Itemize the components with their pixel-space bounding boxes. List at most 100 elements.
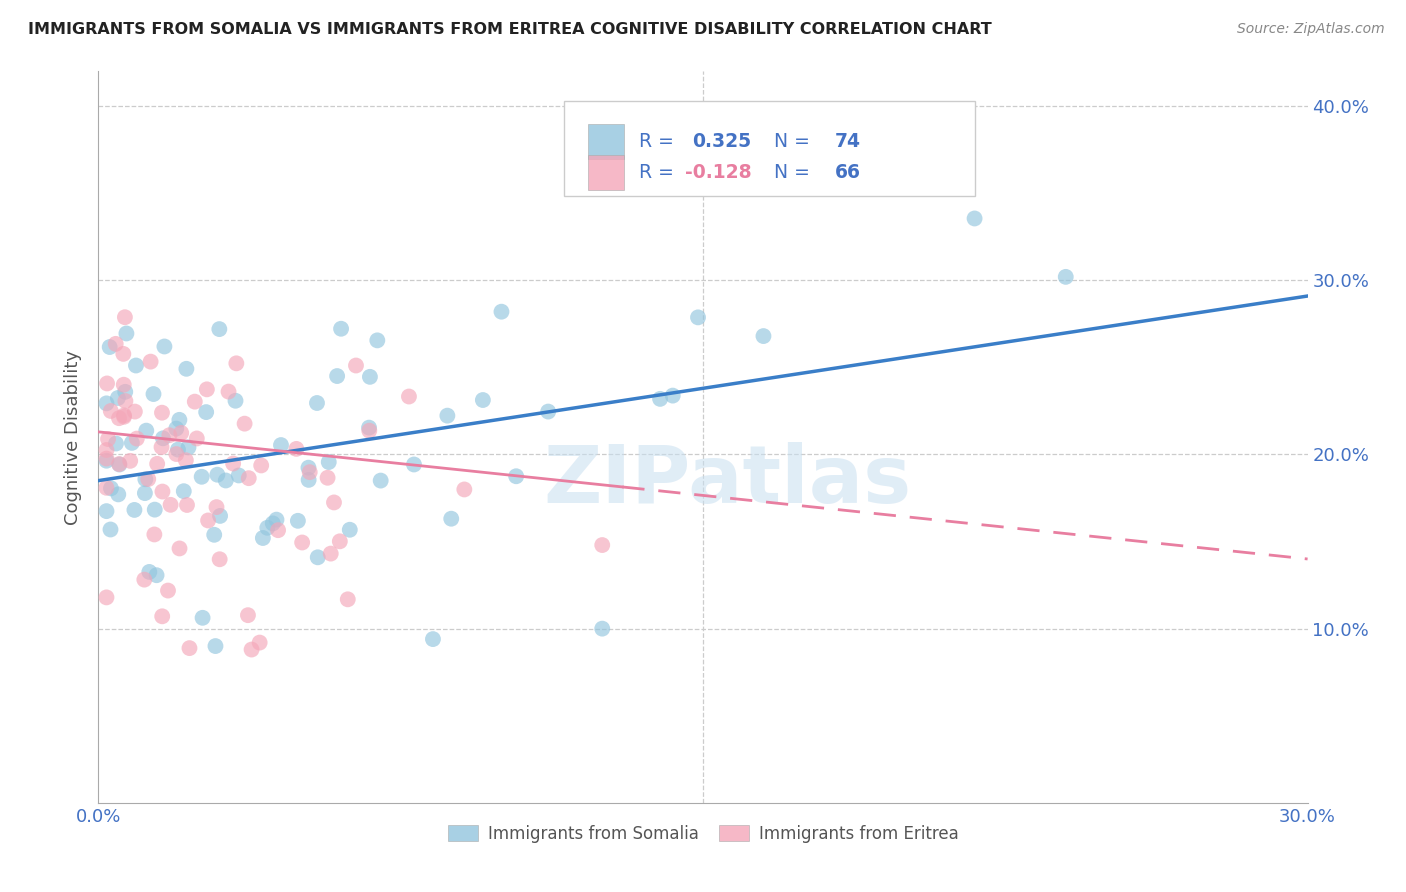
- Point: [150, 406, 173, 420]
- Point: [150, 609, 173, 624]
- Point: [326, 369, 349, 384]
- Point: [195, 382, 218, 396]
- Point: [209, 508, 232, 523]
- Point: [96, 504, 118, 518]
- Point: [236, 608, 259, 623]
- Point: [104, 436, 127, 450]
- Point: [138, 565, 160, 579]
- Text: Source: ZipAtlas.com: Source: ZipAtlas.com: [1237, 22, 1385, 37]
- Point: [114, 384, 136, 399]
- Point: [169, 541, 191, 556]
- Point: [359, 369, 381, 384]
- Point: [208, 552, 231, 566]
- Text: 66: 66: [835, 163, 860, 182]
- Point: [153, 339, 176, 353]
- FancyBboxPatch shape: [588, 124, 624, 159]
- Point: [96, 481, 118, 495]
- Point: [686, 310, 709, 325]
- Point: [107, 391, 129, 405]
- Point: [440, 512, 463, 526]
- Point: [96, 376, 118, 391]
- Text: ZIPatlas: ZIPatlas: [543, 442, 911, 520]
- Point: [256, 521, 278, 535]
- Point: [330, 322, 353, 336]
- Point: [436, 409, 458, 423]
- Point: [191, 611, 214, 625]
- Point: [205, 500, 228, 515]
- Point: [491, 304, 513, 318]
- Point: [135, 424, 157, 438]
- Point: [108, 411, 131, 425]
- Point: [152, 431, 174, 445]
- Point: [142, 387, 165, 401]
- Point: [1054, 269, 1077, 284]
- Point: [121, 436, 143, 450]
- Point: [262, 516, 284, 531]
- Point: [250, 458, 273, 473]
- Point: [156, 583, 179, 598]
- Point: [233, 417, 256, 431]
- Text: 0.325: 0.325: [692, 132, 751, 151]
- Point: [339, 523, 361, 537]
- Point: [266, 513, 288, 527]
- Point: [287, 514, 309, 528]
- Point: [112, 409, 135, 423]
- Point: [291, 535, 314, 549]
- Point: [167, 442, 190, 457]
- Point: [112, 377, 135, 392]
- Point: [270, 438, 292, 452]
- Point: [107, 487, 129, 501]
- Point: [134, 573, 156, 587]
- Point: [152, 484, 174, 499]
- Point: [173, 484, 195, 499]
- Point: [146, 457, 169, 471]
- Point: [96, 442, 118, 457]
- Point: [591, 622, 613, 636]
- Point: [215, 474, 238, 488]
- Point: [114, 310, 136, 325]
- Point: [319, 547, 342, 561]
- Point: [100, 404, 122, 418]
- Point: [96, 591, 118, 605]
- Point: [225, 393, 247, 408]
- Point: [453, 483, 475, 497]
- Point: [124, 503, 146, 517]
- Point: [471, 392, 494, 407]
- Point: [336, 592, 359, 607]
- Text: IMMIGRANTS FROM SOMALIA VS IMMIGRANTS FROM ERITREA COGNITIVE DISABILITY CORRELAT: IMMIGRANTS FROM SOMALIA VS IMMIGRANTS FR…: [28, 22, 991, 37]
- Point: [136, 472, 159, 486]
- Point: [150, 440, 173, 454]
- Text: -0.128: -0.128: [685, 163, 751, 182]
- Point: [648, 392, 671, 406]
- Point: [218, 384, 240, 399]
- Point: [125, 359, 148, 373]
- Point: [108, 457, 131, 471]
- Point: [285, 442, 308, 456]
- Point: [398, 390, 420, 404]
- Point: [249, 635, 271, 649]
- Point: [197, 513, 219, 527]
- Point: [329, 534, 352, 549]
- Point: [204, 639, 226, 653]
- Point: [267, 523, 290, 537]
- Text: R =: R =: [638, 132, 686, 151]
- Point: [307, 550, 329, 565]
- Point: [316, 471, 339, 485]
- Point: [165, 421, 187, 435]
- Point: [176, 361, 198, 376]
- Point: [963, 211, 986, 226]
- Point: [228, 468, 250, 483]
- Text: 74: 74: [835, 132, 860, 151]
- Point: [537, 404, 560, 418]
- Legend: Immigrants from Somalia, Immigrants from Eritrea: Immigrants from Somalia, Immigrants from…: [441, 818, 965, 849]
- Point: [252, 531, 274, 545]
- Point: [318, 455, 340, 469]
- Point: [202, 528, 225, 542]
- Point: [143, 527, 166, 541]
- Point: [505, 469, 527, 483]
- Point: [159, 498, 181, 512]
- Point: [96, 454, 118, 468]
- Point: [661, 389, 683, 403]
- Point: [165, 447, 187, 461]
- Point: [174, 453, 197, 467]
